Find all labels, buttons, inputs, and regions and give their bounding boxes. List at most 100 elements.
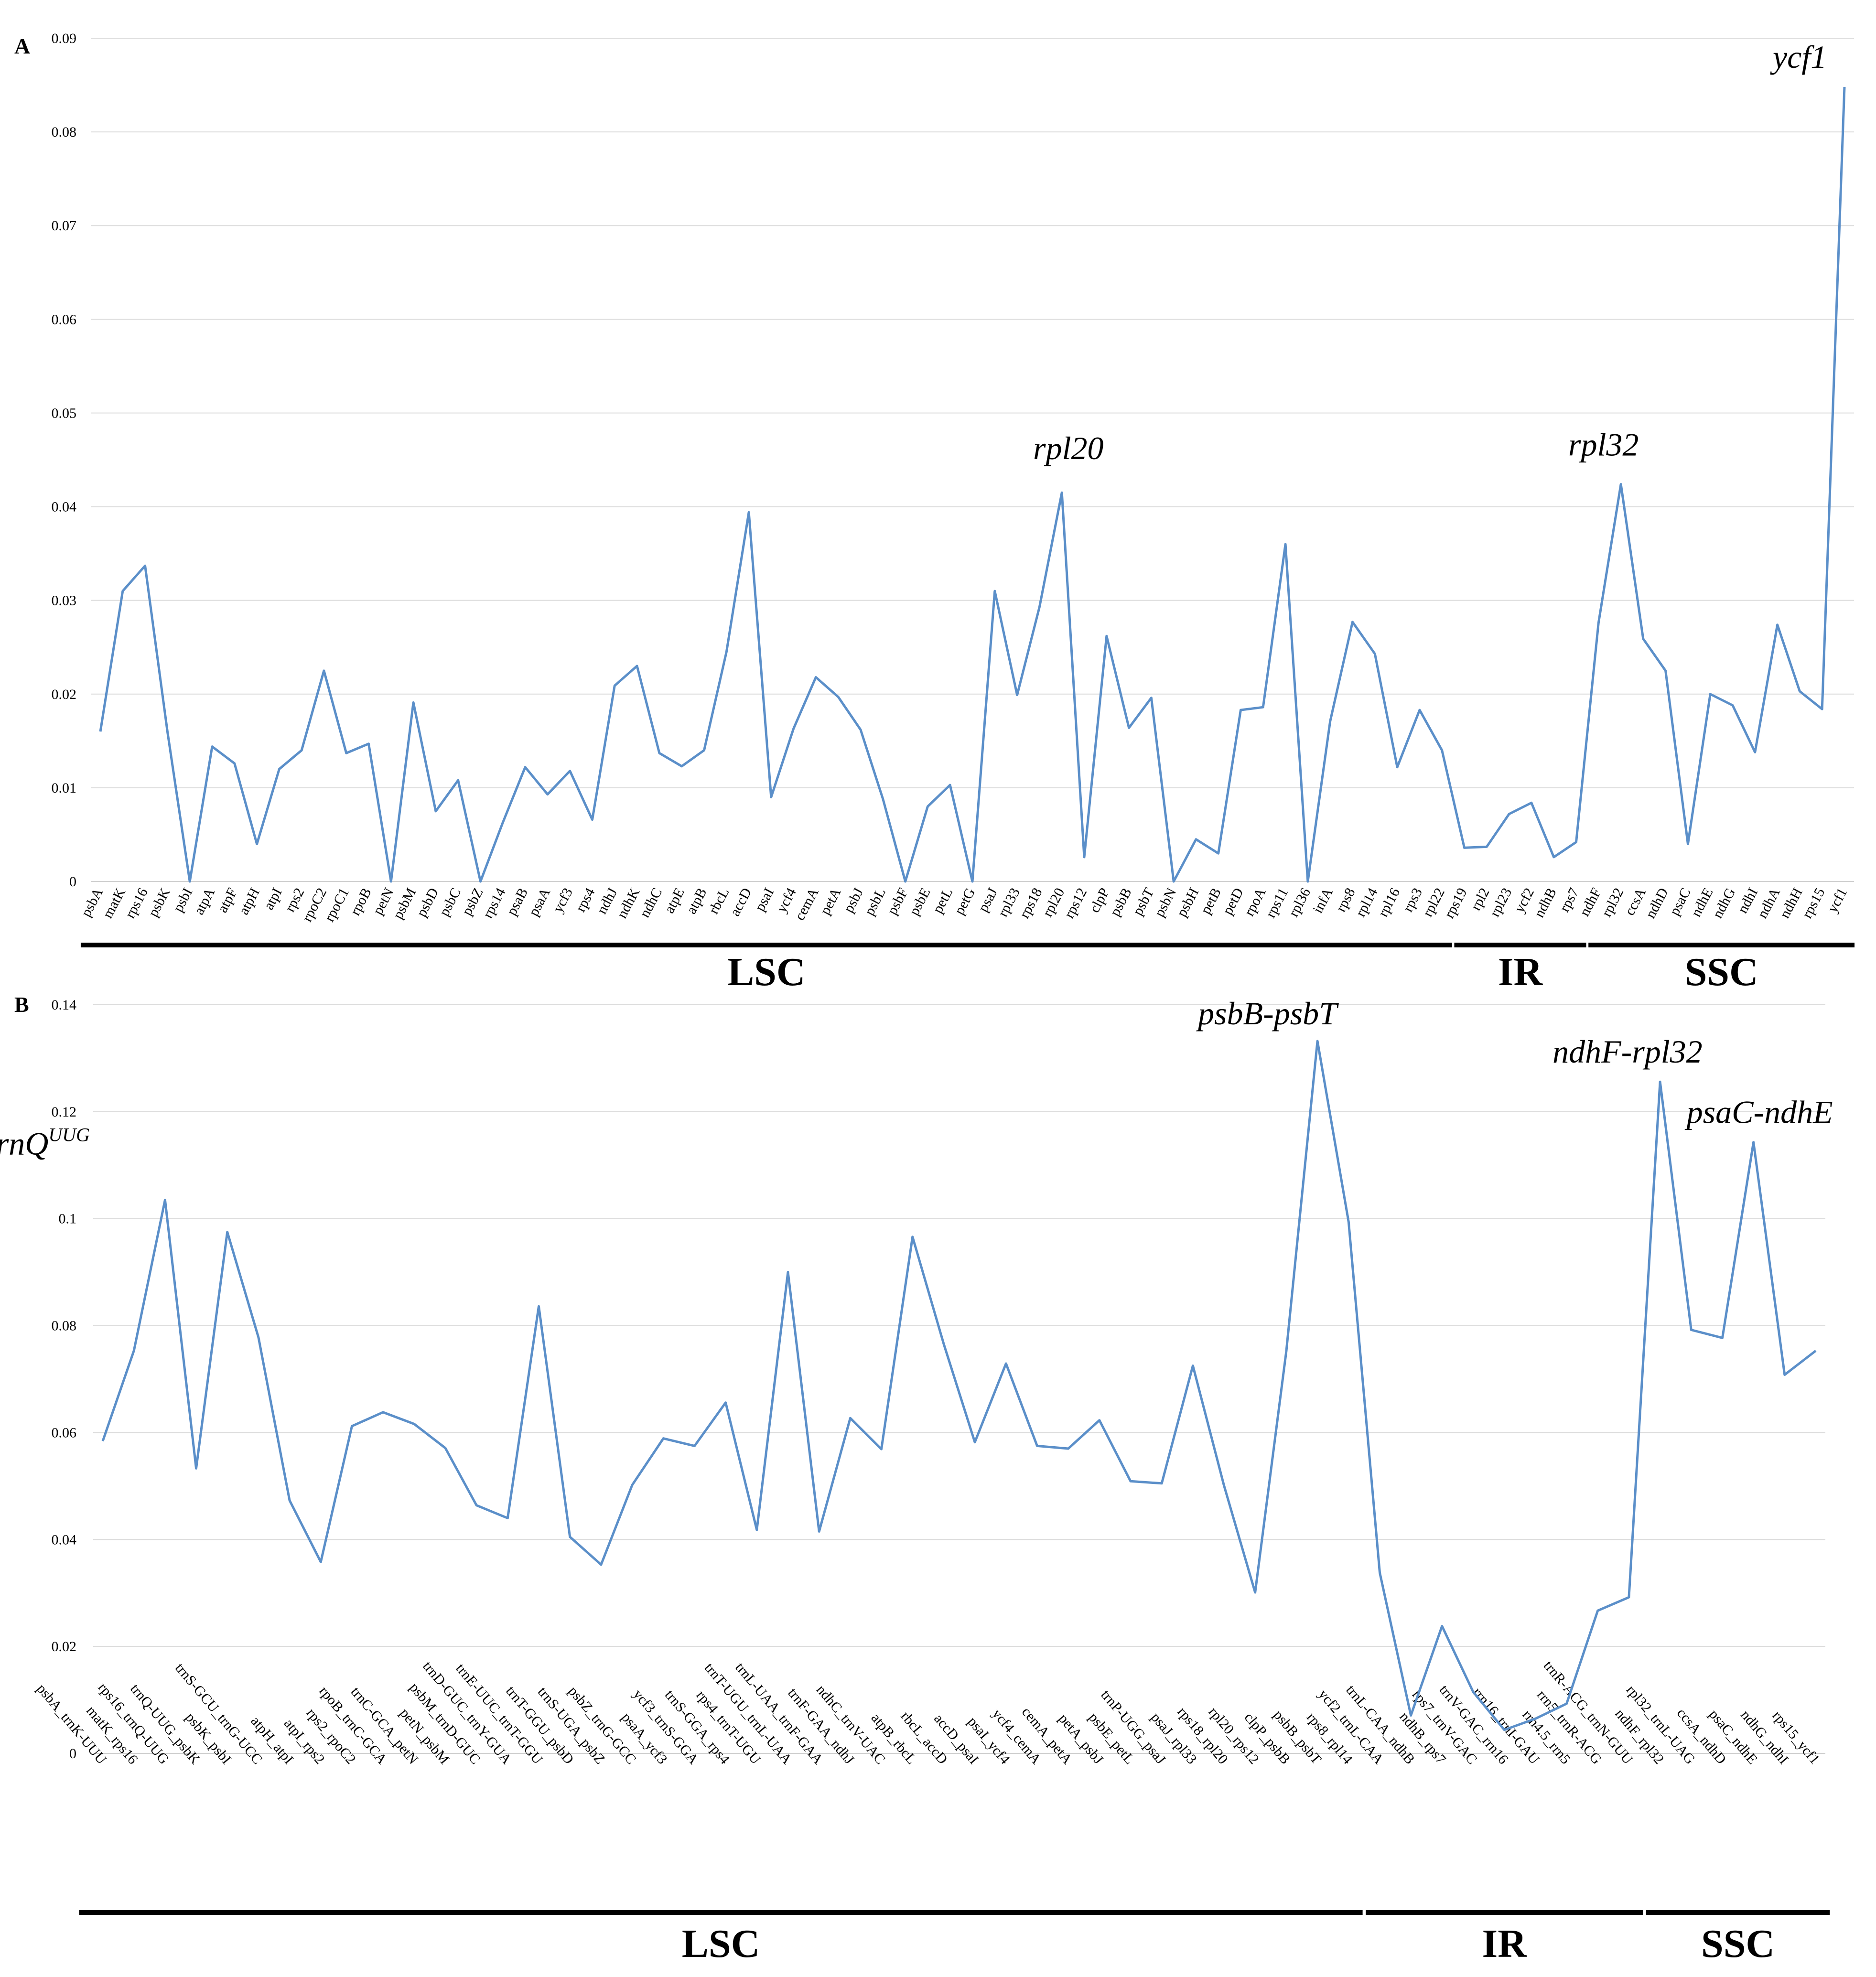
data-point (1129, 1480, 1132, 1483)
x-tick-label: psbN (1152, 885, 1180, 919)
x-tick-label: accD (727, 885, 755, 919)
data-point (1378, 1571, 1381, 1574)
x-tick-label: psaB (504, 885, 531, 918)
data-point (904, 880, 907, 883)
region-label-ssc: SSC (1701, 1922, 1775, 1966)
data-point (1628, 1596, 1630, 1599)
data-point (233, 762, 236, 765)
peak-annotation: rpl20 (1033, 430, 1103, 466)
data-point (600, 1563, 603, 1566)
x-tick-label: matK (100, 885, 129, 921)
data-point (926, 805, 929, 808)
data-point (195, 1467, 198, 1470)
data-point (1396, 766, 1399, 769)
x-tick-label: ycf1 (1824, 885, 1850, 915)
x-tick-label: psbL (862, 885, 889, 918)
x-tick-label: rpl23 (1487, 885, 1515, 919)
data-point (226, 1231, 229, 1234)
y-tick-label: 0.04 (52, 1532, 77, 1547)
data-point (1721, 1336, 1724, 1339)
x-tick-label: cemA (792, 885, 822, 923)
data-point (993, 590, 996, 592)
x-tick-label: rpoB (347, 885, 374, 918)
x-tick-label: atpE (661, 885, 688, 916)
data-point (882, 797, 884, 800)
data-point (1016, 694, 1019, 697)
data-point (680, 765, 683, 768)
data-point (1843, 86, 1846, 88)
data-point (1004, 1362, 1007, 1365)
data-point (1783, 1374, 1786, 1376)
data-point (770, 796, 773, 799)
data-point (859, 728, 862, 731)
data-point (1285, 1350, 1288, 1353)
x-tick-label: ycf3 (550, 885, 576, 915)
y-tick-label: 0.08 (52, 1318, 77, 1334)
data-point (1418, 709, 1421, 711)
x-tick-label: rpl16 (1375, 885, 1403, 919)
data-point (1067, 1447, 1070, 1450)
data-point (1798, 690, 1801, 693)
data-point (444, 1447, 447, 1450)
data-point (188, 880, 191, 883)
region-label-ssc: SSC (1685, 950, 1758, 994)
data-point (132, 1349, 135, 1352)
x-tick-label: atpB (683, 885, 710, 917)
x-tick-label: petL (930, 885, 956, 916)
data-point (818, 1530, 820, 1533)
data-point (702, 749, 705, 752)
data-point (1754, 751, 1757, 753)
data-point (288, 1499, 291, 1502)
y-tick-label: 0.1 (59, 1211, 77, 1227)
region-label-ir: IR (1498, 950, 1543, 994)
data-point (724, 1401, 727, 1404)
peak-annotation: rps16-trnQUUG (0, 1124, 90, 1162)
region-label-lsc: LSC (727, 950, 805, 994)
data-point (300, 749, 303, 752)
data-point (475, 1504, 478, 1507)
data-point (1686, 843, 1689, 846)
data-point (350, 1425, 353, 1428)
data-point (1441, 1625, 1444, 1628)
data-point (1776, 623, 1779, 626)
x-tick-label: rps14 (480, 885, 508, 921)
data-point (693, 1444, 696, 1447)
data-point (1553, 856, 1555, 859)
x-tick-label: psbH (1174, 885, 1202, 919)
x-tick-label: psbF (884, 885, 911, 917)
data-point (121, 590, 124, 592)
y-tick-label: 0.07 (52, 218, 77, 234)
panel-b-chart: B00.020.040.060.080.10.120.14psbA_trnK-U… (0, 992, 1833, 1966)
data-point (1814, 1349, 1817, 1352)
y-tick-label: 0.14 (52, 997, 77, 1013)
data-point (949, 784, 951, 786)
x-tick-label: atpH (236, 885, 263, 917)
data-point (1195, 838, 1197, 841)
peak-annotation: psaC-ndhE (1685, 1094, 1833, 1130)
data-point (546, 793, 549, 796)
data-point (1508, 813, 1510, 816)
y-tick-label: 0.02 (52, 1639, 77, 1655)
x-tick-label: psaI (752, 885, 777, 914)
data-point (144, 564, 147, 567)
data-point (631, 1483, 634, 1486)
y-tick-label: 0.08 (52, 124, 77, 140)
x-tick-label: rps19 (1441, 885, 1470, 921)
data-point (1035, 1444, 1038, 1447)
data-point (412, 701, 415, 704)
data-point (591, 818, 593, 821)
x-tick-label: psbE (906, 885, 933, 918)
y-tick-label: 0.06 (52, 1425, 77, 1440)
data-point (1821, 708, 1823, 710)
x-tick-label: rps4 (572, 885, 598, 914)
peak-annotation: ndhF-rpl32 (1553, 1033, 1703, 1070)
data-point (506, 1517, 509, 1520)
x-tick-label: infA (1310, 885, 1336, 916)
data-point (211, 745, 214, 748)
data-point (1410, 1714, 1412, 1717)
data-point (755, 1528, 758, 1531)
data-point (389, 880, 392, 883)
data-point (163, 1199, 166, 1202)
data-point (101, 1440, 104, 1442)
